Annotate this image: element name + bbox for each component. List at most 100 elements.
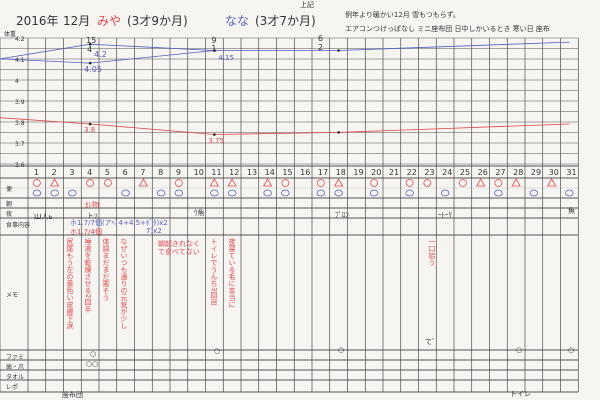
row-label-stool: 便 (6, 186, 13, 193)
weight-axis-label: 4.2 (15, 36, 25, 43)
row-label-morning: 朝 (6, 201, 13, 208)
weight-annotation: 2 (317, 43, 323, 52)
day-number: 6 (122, 168, 128, 177)
stool-circle-mark (423, 179, 432, 187)
day-number: 26 (477, 168, 488, 177)
child1-name: みや (97, 14, 122, 28)
day-number: 18 (335, 168, 346, 177)
stool-circle-mark (156, 189, 166, 197)
stool-circle-mark (32, 179, 41, 187)
weight-axis-label: 3.6 (15, 162, 25, 169)
day-number: 29 (530, 168, 542, 177)
note-line2: エアコンつけっぱなし ミニ座布団 日中しかいるとき 寒い日 座布 (345, 25, 550, 33)
day-number: 28 (513, 168, 524, 177)
day-number: 17 (317, 168, 329, 177)
day-number: 20 (371, 168, 382, 177)
child2-age: (3才7か月) (255, 14, 316, 28)
memo: 唾液を乾燥させる2回半 (84, 238, 92, 313)
stool-circle-mark (281, 179, 290, 187)
memo: 一口拾う (428, 238, 436, 266)
stool-circle-mark (50, 189, 59, 197)
toilet-note: トイレ (510, 390, 531, 398)
day-number: 16 (300, 168, 311, 177)
weight-axis-label: 3.8 (15, 120, 25, 127)
stool-triangle-mark (333, 178, 344, 187)
memo: 体調まだまだ悪そう (102, 238, 110, 301)
day-number: 8 (158, 168, 164, 177)
row-label-memo: メモ (6, 292, 19, 299)
day-number: 23 (424, 168, 435, 177)
note-top: 上記 (300, 1, 314, 9)
stool-circle-mark (121, 189, 130, 197)
day-number: 19 (353, 168, 364, 177)
row-label-towel: タオル (6, 374, 25, 381)
weight-point (213, 133, 216, 136)
memo: なぜいつも通りの元気が少し (120, 238, 128, 329)
weight-point (213, 49, 216, 52)
day-number: 27 (495, 168, 506, 177)
stool-triangle-mark (138, 178, 149, 187)
stool-circle-mark (210, 189, 219, 197)
stool-circle-mark (458, 179, 467, 187)
row-label-night: 夜 (6, 211, 13, 218)
entry-night-d10: ｳ魚 (194, 209, 205, 217)
day-number: 4 (87, 168, 93, 177)
stool-triangle-mark (209, 178, 220, 187)
famima-d28: ○ (516, 346, 523, 354)
famima-d31: ○ (568, 346, 575, 354)
stool-triangle-mark (511, 178, 521, 187)
row-label-report: レポ (6, 384, 19, 391)
meal-red: ホ1.7/4個 (70, 228, 102, 236)
stool-triangle-mark (49, 178, 60, 187)
day-number: 5 (104, 168, 110, 177)
stool-triangle-mark (546, 178, 557, 187)
day-number: 25 (459, 168, 471, 177)
stool-circle-mark (68, 189, 77, 197)
weight-annotation: 1 (211, 44, 217, 53)
teeth-d4: ○○ (86, 360, 99, 368)
entry-night-d24: ｰﾄｰﾘ (438, 211, 452, 219)
month: 12月 (63, 14, 91, 28)
weight-point (88, 42, 92, 46)
day-number: 10 (193, 168, 204, 177)
stool-triangle-mark (475, 178, 486, 187)
stool-circle-mark (103, 179, 112, 187)
weight-annotation: 6 (317, 34, 323, 43)
stool-circle-mark (405, 179, 414, 187)
weight-value-label: 3.8 (84, 126, 96, 134)
day-number: 1 (33, 168, 39, 177)
meal-x2: 7)x2 (146, 227, 162, 235)
weight-annotation: 15 (86, 36, 97, 45)
weight-value-label: 4.05 (84, 65, 102, 75)
meal-blue: ホ1.7/7個(アﾍﾞ4+4.5+ﾎﾞﾀ)x2 (70, 219, 168, 227)
note-line1: 例年より暖かい12月 雪もつもらず。 (345, 11, 460, 19)
weight-point (337, 49, 340, 52)
day-number: 9 (175, 168, 181, 177)
entry-night-d18: ﾌﾟﾛﾝ (335, 211, 349, 219)
stool-circle-mark (369, 189, 379, 197)
child2-name: なな (225, 14, 250, 28)
stool-triangle-mark (262, 178, 273, 187)
memo-d24: て゛ (425, 338, 439, 346)
stool-circle-mark (316, 179, 325, 187)
weight-point (337, 131, 340, 134)
day-number: 2 (51, 168, 57, 177)
stool-circle-mark (440, 189, 450, 197)
year: 2016年 (16, 14, 59, 28)
day-number: 12 (229, 168, 240, 177)
stool-circle-mark (405, 189, 414, 197)
stool-triangle-mark (227, 178, 237, 187)
row-label-famima: ファミ (6, 354, 25, 361)
stool-circle-mark (316, 189, 326, 197)
day-number: 15 (282, 168, 293, 177)
day-number: 11 (211, 168, 222, 177)
weight-value-label: 3.75 (208, 136, 224, 145)
weight-axis-label: 3.7 (15, 141, 25, 148)
row-label-teeth-nails: 歯・爪 (6, 364, 25, 371)
weight-annotation: 9 (211, 36, 217, 45)
stool-circle-mark (32, 189, 42, 197)
stool-circle-mark (494, 179, 503, 187)
stool-circle-mark (263, 189, 272, 197)
